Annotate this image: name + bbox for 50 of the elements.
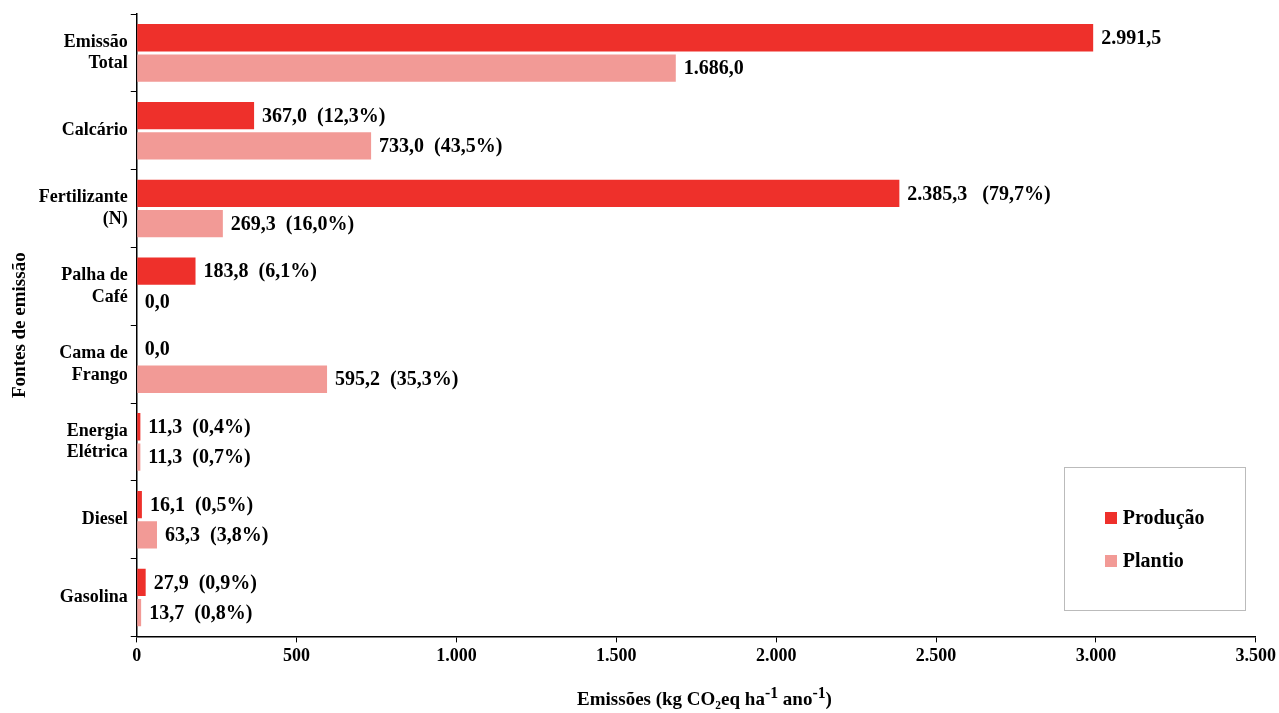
data-label: 367,0 (12,3%): [262, 103, 386, 127]
x-axis-title: Emissões (kg CO₂eq ha$^{-1}$ ano$^{-1}$): [576, 684, 833, 711]
legend-label: Produção: [1122, 506, 1205, 530]
x-tick-label: 500: [283, 644, 311, 665]
data-label: 2.991,5: [1101, 25, 1162, 48]
data-label: 183,8 (6,1%): [203, 259, 317, 283]
data-label: 63,3 (3,8%): [164, 523, 269, 547]
legend-label: Plantio: [1122, 549, 1184, 573]
x-tick-label: 3.000: [1075, 644, 1117, 665]
bar: [137, 365, 328, 393]
bar: [137, 568, 146, 596]
y-tick-label: Calcário: [61, 119, 128, 140]
data-label: 2.385,3 (79,7%): [907, 181, 1051, 205]
y-tick-label: Fertilizante (N): [38, 186, 128, 229]
x-tick-label: 2.500: [915, 644, 957, 665]
data-label: 11,3 (0,4%): [148, 414, 251, 438]
data-label: 13,7 (0,8%): [149, 600, 253, 624]
x-tick-label: 3.500: [1235, 644, 1276, 665]
bar: [137, 490, 142, 519]
y-axis-title: Fontes de emissão: [8, 252, 30, 399]
bar: [137, 24, 1094, 52]
bar: [137, 54, 676, 82]
bar: [137, 599, 142, 627]
data-label: 0,0: [144, 337, 170, 360]
data-label: 27,9 (0,9%): [153, 570, 257, 594]
x-tick-label: 1.500: [596, 644, 637, 665]
data-label: 1.686,0: [683, 56, 744, 79]
data-label: 0,0: [144, 289, 170, 312]
x-tick-label: 0: [132, 644, 142, 665]
bar: [137, 443, 141, 471]
data-label: 16,1 (0,5%): [149, 492, 254, 516]
data-label: 595,2 (35,3%): [335, 367, 459, 391]
x-tick-label: 1.000: [436, 644, 477, 665]
y-tick-label: Diesel: [81, 508, 128, 529]
y-tick-label: Cama de Frango: [59, 341, 128, 384]
data-label: 733,0 (43,5%): [379, 134, 503, 158]
y-tick-label: Gasolina: [59, 586, 128, 607]
bar: [137, 521, 157, 549]
y-tick-label: Emissão Total: [63, 30, 128, 73]
bar: [137, 132, 372, 160]
y-tick-label: Palha de Café: [61, 264, 128, 306]
bar: [137, 101, 255, 130]
bar: [137, 257, 196, 285]
y-tick-label: Energia Elétrica: [66, 419, 128, 462]
bar: [137, 210, 223, 238]
data-label: 269,3 (16,0%): [230, 211, 355, 235]
x-tick-label: 2.000: [755, 644, 797, 665]
data-label: 11,3 (0,7%): [148, 445, 251, 469]
bar: [137, 413, 141, 441]
bar: [137, 179, 900, 207]
